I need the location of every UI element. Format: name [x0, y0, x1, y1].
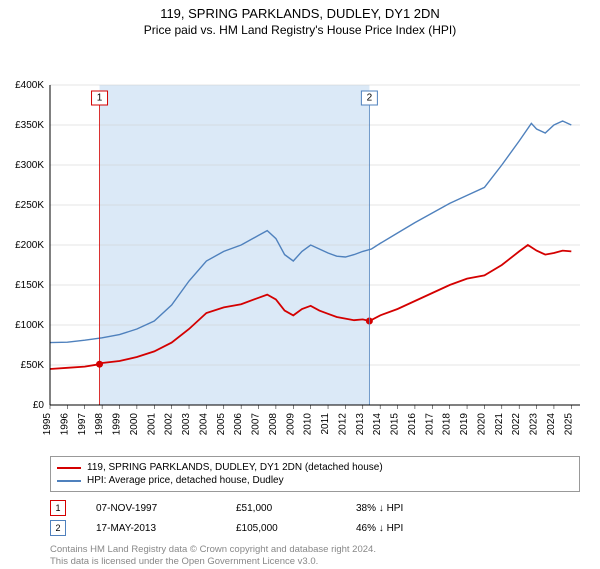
- legend-swatch: [57, 480, 81, 482]
- svg-text:1996: 1996: [59, 413, 70, 436]
- svg-text:£0: £0: [33, 400, 45, 411]
- sale-delta: 46% ↓ HPI: [356, 523, 403, 534]
- svg-text:£400K: £400K: [15, 80, 44, 91]
- legend: 119, SPRING PARKLANDS, DUDLEY, DY1 2DN (…: [50, 456, 580, 492]
- sale-price: £105,000: [236, 523, 326, 534]
- svg-text:1: 1: [97, 93, 103, 104]
- footnote-line: This data is licensed under the Open Gov…: [50, 556, 580, 568]
- legend-label: HPI: Average price, detached house, Dudl…: [87, 475, 284, 486]
- legend-item: 119, SPRING PARKLANDS, DUDLEY, DY1 2DN (…: [57, 461, 573, 474]
- svg-text:£350K: £350K: [15, 120, 44, 131]
- sales-table: 1 07-NOV-1997 £51,000 38% ↓ HPI 2 17-MAY-2013…: [50, 498, 580, 538]
- svg-text:2021: 2021: [494, 413, 505, 436]
- svg-text:£150K: £150K: [15, 280, 44, 291]
- sale-marker: 1: [50, 500, 66, 516]
- svg-text:2002: 2002: [164, 413, 175, 436]
- svg-text:2014: 2014: [372, 413, 383, 436]
- svg-text:2023: 2023: [529, 413, 540, 436]
- svg-text:2022: 2022: [511, 413, 522, 436]
- svg-text:1998: 1998: [94, 413, 105, 436]
- svg-text:1999: 1999: [112, 413, 123, 436]
- svg-text:1997: 1997: [77, 413, 88, 436]
- sale-price: £51,000: [236, 503, 326, 514]
- sale-date: 07-NOV-1997: [96, 503, 206, 514]
- svg-text:2005: 2005: [216, 413, 227, 436]
- svg-text:2006: 2006: [233, 413, 244, 436]
- svg-text:2011: 2011: [320, 413, 331, 435]
- svg-text:£250K: £250K: [15, 200, 44, 211]
- sale-delta: 38% ↓ HPI: [356, 503, 403, 514]
- svg-text:2008: 2008: [268, 413, 279, 436]
- svg-text:2007: 2007: [251, 413, 262, 436]
- svg-text:1995: 1995: [42, 413, 53, 436]
- footnote: Contains HM Land Registry data © Crown c…: [50, 544, 580, 569]
- svg-text:2020: 2020: [476, 413, 487, 436]
- svg-text:2010: 2010: [303, 413, 314, 436]
- sale-marker: 2: [50, 520, 66, 536]
- svg-text:2: 2: [367, 93, 373, 104]
- legend-label: 119, SPRING PARKLANDS, DUDLEY, DY1 2DN (…: [87, 462, 383, 473]
- footnote-line: Contains HM Land Registry data © Crown c…: [50, 544, 580, 556]
- svg-text:2025: 2025: [563, 413, 574, 436]
- sale-date: 17-MAY-2013: [96, 523, 206, 534]
- page-title: 119, SPRING PARKLANDS, DUDLEY, DY1 2DN: [0, 6, 600, 21]
- svg-text:2017: 2017: [424, 413, 435, 436]
- svg-text:2009: 2009: [285, 413, 296, 436]
- page-subtitle: Price paid vs. HM Land Registry's House …: [0, 23, 600, 37]
- svg-text:2019: 2019: [459, 413, 470, 436]
- svg-text:2018: 2018: [442, 413, 453, 436]
- svg-text:2000: 2000: [129, 413, 140, 436]
- svg-text:2001: 2001: [146, 413, 157, 436]
- sale-row: 2 17-MAY-2013 £105,000 46% ↓ HPI: [50, 518, 580, 538]
- svg-text:£100K: £100K: [15, 320, 44, 331]
- svg-text:£300K: £300K: [15, 160, 44, 171]
- svg-text:2013: 2013: [355, 413, 366, 436]
- svg-text:2024: 2024: [546, 413, 557, 436]
- svg-text:£50K: £50K: [21, 360, 45, 371]
- price-chart: £0 £50K £100K £150K £200K £250K £300K £350K £400…: [0, 37, 600, 447]
- svg-text:2016: 2016: [407, 413, 418, 436]
- sale-row: 1 07-NOV-1997 £51,000 38% ↓ HPI: [50, 498, 580, 518]
- legend-swatch: [57, 467, 81, 469]
- svg-text:2012: 2012: [337, 413, 348, 436]
- svg-text:£200K: £200K: [15, 240, 44, 251]
- svg-text:2015: 2015: [390, 413, 401, 436]
- svg-text:2004: 2004: [198, 413, 209, 436]
- legend-item: HPI: Average price, detached house, Dudl…: [57, 474, 573, 487]
- svg-text:2003: 2003: [181, 413, 192, 436]
